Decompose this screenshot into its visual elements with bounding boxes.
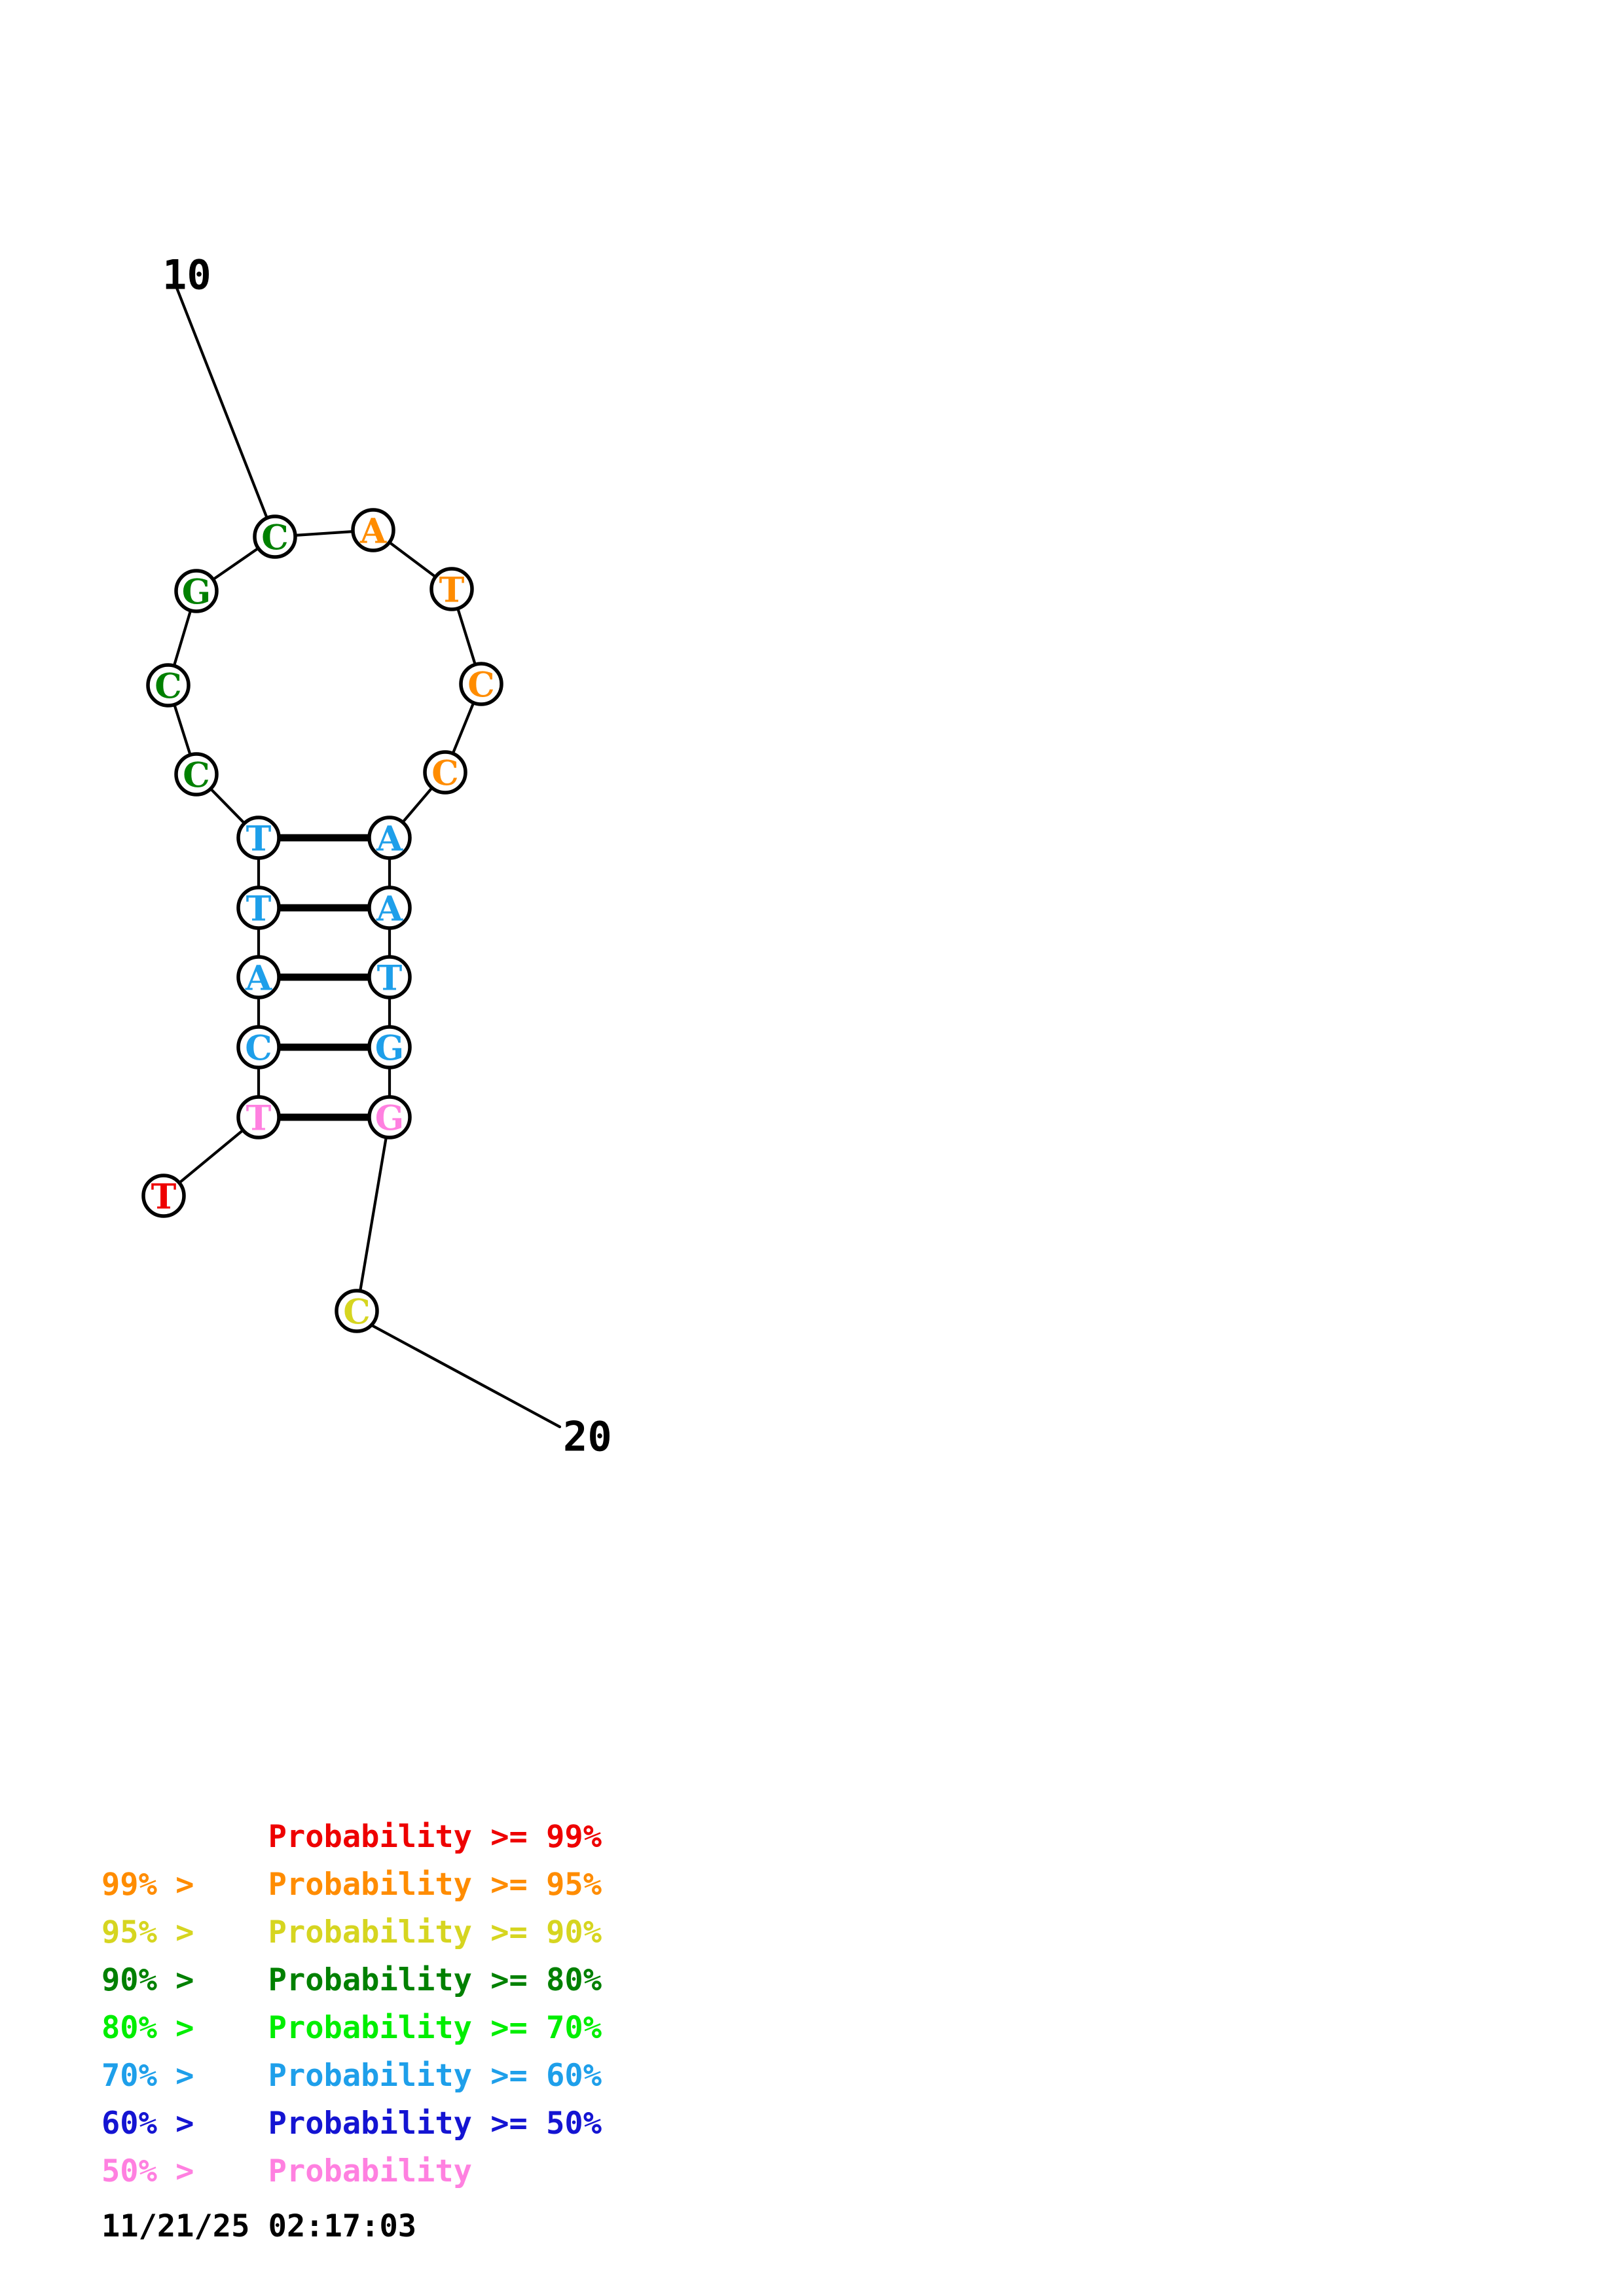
base-node-letter: C bbox=[155, 667, 181, 707]
base-node-circle bbox=[236, 1025, 281, 1069]
sequence-tail-line bbox=[370, 1323, 562, 1429]
base-node-letter: A bbox=[376, 889, 403, 929]
base-node[interactable]: C bbox=[174, 752, 219, 797]
base-node[interactable]: T bbox=[236, 886, 281, 930]
base-node-letter: G bbox=[182, 573, 211, 613]
sequence-tail-line bbox=[175, 286, 269, 520]
base-node-circle bbox=[367, 955, 412, 999]
base-node[interactable]: T bbox=[236, 1095, 281, 1139]
backbone-line bbox=[450, 699, 476, 757]
backbone-line bbox=[456, 605, 477, 668]
base-node-letter: C bbox=[183, 756, 210, 796]
base-node-circle bbox=[174, 569, 219, 613]
position-number-label: 20 bbox=[563, 1413, 612, 1461]
base-node-circle bbox=[367, 1025, 412, 1069]
base-node-letter: T bbox=[246, 819, 272, 859]
base-node-letter: C bbox=[467, 666, 494, 706]
legend-row: 70% > Probability >= 60% bbox=[101, 2058, 602, 2094]
base-node[interactable]: T bbox=[236, 816, 281, 860]
base-node-circle bbox=[351, 508, 395, 552]
legend-row: 95% > Probability >= 90% bbox=[101, 1914, 602, 1950]
legend-row: 80% > Probability >= 70% bbox=[101, 2010, 602, 2046]
base-node-letter: T bbox=[151, 1177, 177, 1217]
legend-row: 90% > Probability >= 80% bbox=[101, 1962, 602, 1998]
base-node-circle bbox=[146, 663, 191, 708]
base-node-letter: T bbox=[246, 889, 272, 929]
base-node-letter: G bbox=[375, 1099, 404, 1139]
backbone-line bbox=[176, 1127, 246, 1186]
base-node[interactable]: C bbox=[146, 663, 191, 708]
base-node-circle bbox=[141, 1174, 186, 1218]
base-node-letter: A bbox=[359, 512, 387, 552]
legend-row: Probability >= 99% bbox=[101, 1819, 602, 1855]
timestamp-label: 11/21/25 02:17:03 bbox=[101, 2208, 417, 2244]
backbone-line bbox=[172, 607, 193, 670]
base-node-letter: A bbox=[376, 819, 403, 859]
base-node[interactable]: A bbox=[351, 508, 395, 552]
base-node[interactable]: C bbox=[459, 662, 503, 706]
backbone-lines-group bbox=[172, 529, 477, 1295]
base-node-letter: T bbox=[377, 959, 403, 999]
base-node-letter: G bbox=[375, 1029, 404, 1069]
probability-legend: Probability >= 99% 99% > Probability >= 9… bbox=[101, 1813, 887, 2195]
base-node-circle bbox=[236, 886, 281, 930]
base-node-letter: C bbox=[261, 518, 288, 558]
base-node-circle bbox=[429, 567, 474, 611]
base-node-circle bbox=[367, 1095, 412, 1139]
base-node[interactable]: C bbox=[236, 1025, 281, 1069]
backbone-line bbox=[208, 785, 247, 827]
base-node[interactable]: T bbox=[429, 567, 474, 611]
base-node[interactable]: A bbox=[367, 886, 412, 930]
base-node[interactable]: C bbox=[253, 514, 297, 559]
base-node-circle bbox=[236, 816, 281, 860]
base-node-letter: A bbox=[245, 959, 272, 999]
base-node[interactable]: G bbox=[174, 569, 219, 613]
base-node[interactable]: T bbox=[141, 1174, 186, 1218]
tail-lines-group bbox=[175, 286, 562, 1429]
base-node-circle bbox=[236, 955, 281, 999]
base-node[interactable]: A bbox=[367, 816, 412, 860]
base-node-circle bbox=[367, 816, 412, 860]
backbone-line bbox=[358, 1134, 388, 1295]
base-node-letter: C bbox=[245, 1029, 272, 1069]
backbone-line bbox=[210, 545, 262, 583]
backbone-line bbox=[291, 529, 357, 537]
base-node-circle bbox=[423, 750, 467, 795]
base-node-circle bbox=[174, 752, 219, 797]
base-node-circle bbox=[253, 514, 297, 559]
legend-row: 60% > Probability >= 50% bbox=[101, 2106, 602, 2142]
base-node[interactable]: G bbox=[367, 1095, 412, 1139]
base-node[interactable]: A bbox=[236, 955, 281, 999]
base-node[interactable]: T bbox=[367, 955, 412, 999]
base-node[interactable]: C bbox=[335, 1289, 379, 1333]
base-node-letter: T bbox=[246, 1099, 272, 1139]
base-node-circle bbox=[236, 1095, 281, 1139]
base-node-circle bbox=[367, 886, 412, 930]
base-node-circle bbox=[335, 1289, 379, 1333]
backbone-line bbox=[172, 701, 192, 759]
backbone-line bbox=[400, 785, 435, 825]
base-node-letter: C bbox=[343, 1293, 370, 1333]
backbone-line bbox=[386, 539, 439, 580]
position-number-label: 10 bbox=[162, 251, 211, 299]
base-node[interactable]: C bbox=[423, 750, 467, 795]
base-node-letter: T bbox=[439, 571, 465, 611]
legend-row: 99% > Probability >= 95% bbox=[101, 1867, 602, 1903]
position-labels-group: 10 20 bbox=[162, 251, 612, 1461]
base-node-circle bbox=[459, 662, 503, 706]
base-pair-lines-group bbox=[278, 834, 371, 1121]
legend-row: 50% > Probability bbox=[101, 2153, 472, 2189]
base-node[interactable]: G bbox=[367, 1025, 412, 1069]
base-node-letter: C bbox=[431, 754, 458, 794]
